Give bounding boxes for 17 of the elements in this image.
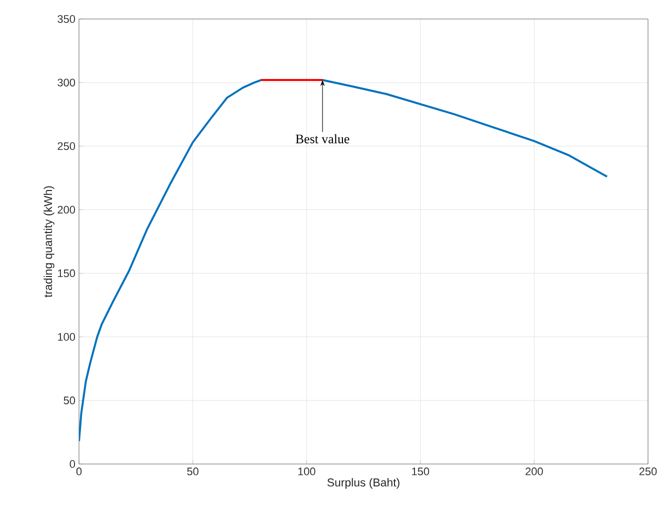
y-tick-label: 350 (58, 15, 76, 23)
y-tick-label: 150 (58, 269, 76, 278)
y-axis-title: trading quantity (kWh) (44, 186, 54, 298)
y-tick-label: 200 (58, 206, 76, 214)
y-tick-label: 250 (58, 142, 76, 150)
x-tick-label: 50 (187, 468, 198, 476)
y-tick-label: 300 (58, 78, 76, 86)
x-tick-label: 150 (412, 468, 430, 476)
y-tick-label: 100 (58, 332, 76, 341)
x-tick-label: 100 (298, 468, 316, 476)
x-tick-label: 0 (76, 468, 82, 476)
x-axis-title: Surplus (Baht) (327, 478, 400, 489)
x-tick-label: 200 (526, 468, 543, 476)
y-tick-label: 0 (70, 460, 76, 468)
y-tick-label: 50 (64, 396, 76, 404)
annotation: Best value (296, 134, 350, 144)
x-tick-label: 250 (639, 468, 657, 476)
